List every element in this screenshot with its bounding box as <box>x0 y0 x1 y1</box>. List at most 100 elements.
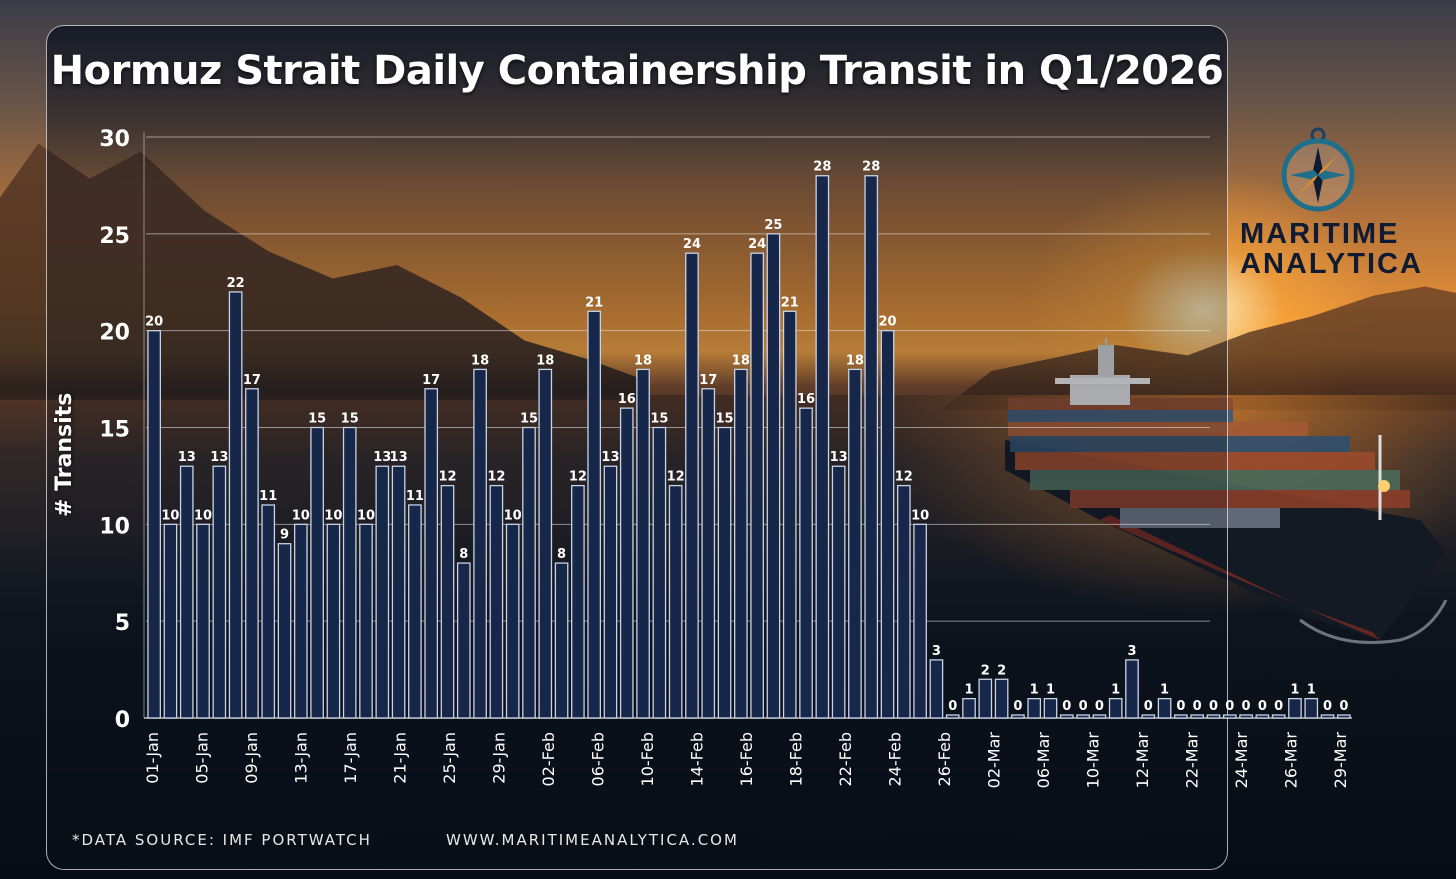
data-label: 12 <box>667 470 685 485</box>
bar <box>1174 714 1188 719</box>
brand-logo: MARITIME ANALYTICA <box>1240 125 1423 280</box>
bar <box>734 368 748 719</box>
data-label: 13 <box>601 450 619 465</box>
data-label: 0 <box>1193 699 1202 714</box>
bar <box>1190 714 1205 719</box>
data-label: 10 <box>194 508 212 523</box>
bar <box>326 523 341 719</box>
bar <box>277 543 292 719</box>
bar <box>619 407 634 719</box>
compass-icon <box>1281 127 1355 212</box>
bar <box>864 175 879 719</box>
x-tick-label: 22-Mar <box>1183 732 1202 789</box>
bar <box>310 426 324 719</box>
y-axis-title: # Transits <box>52 392 77 517</box>
y-tick-label: 25 <box>99 224 130 249</box>
data-label: 3 <box>1127 644 1136 659</box>
bar <box>1288 697 1302 719</box>
data-label: 17 <box>243 373 261 388</box>
data-label: 0 <box>1209 699 1218 714</box>
x-tick-label: 02-Feb <box>539 732 558 786</box>
x-tick-label: 14-Feb <box>688 732 707 786</box>
bar <box>652 426 667 719</box>
bar <box>603 465 618 719</box>
logo-text-line2: ANALYTICA <box>1240 248 1423 280</box>
bar <box>179 465 194 719</box>
data-label: 1 <box>1046 683 1055 698</box>
data-label: 12 <box>487 470 505 485</box>
bar <box>978 678 993 719</box>
data-label: 0 <box>1323 699 1332 714</box>
bar <box>505 523 520 719</box>
data-label: 13 <box>830 450 848 465</box>
bar <box>1092 714 1107 719</box>
bar <box>375 465 390 719</box>
bar <box>473 368 487 719</box>
bar <box>896 484 911 719</box>
bar <box>799 407 813 719</box>
x-tick-label: 06-Mar <box>1034 732 1053 789</box>
data-label: 0 <box>1258 699 1267 714</box>
x-tick-label: 01-Jan <box>143 732 162 784</box>
data-label: 16 <box>797 392 815 407</box>
bar <box>782 310 797 719</box>
data-source-note: *DATA SOURCE: IMF PORTWATCH <box>72 831 372 849</box>
data-label: 9 <box>280 528 289 543</box>
bar <box>587 310 602 719</box>
bar <box>293 523 308 719</box>
bar <box>1206 714 1221 719</box>
data-label: 10 <box>324 508 342 523</box>
x-tick-label: 17-Jan <box>341 732 360 784</box>
data-label: 16 <box>618 392 636 407</box>
bar <box>668 484 683 719</box>
data-label: 0 <box>948 699 957 714</box>
bar <box>440 484 455 719</box>
bar <box>408 504 422 719</box>
data-label: 0 <box>1176 699 1185 714</box>
bar <box>1076 714 1090 719</box>
bar <box>636 368 650 719</box>
bar <box>1141 714 1156 719</box>
bar <box>1157 697 1172 719</box>
data-label: 11 <box>406 489 424 504</box>
data-label: 3 <box>932 644 941 659</box>
data-label: 15 <box>520 412 538 427</box>
x-tick-label: 29-Jan <box>490 732 509 784</box>
x-tick-label: 29-Mar <box>1331 732 1350 789</box>
bar <box>1255 714 1270 719</box>
bar <box>196 523 210 719</box>
y-tick-label: 10 <box>99 514 130 539</box>
bar <box>1239 714 1253 719</box>
data-label: 15 <box>308 412 326 427</box>
bar <box>489 484 504 719</box>
data-label: 22 <box>227 276 245 291</box>
bar <box>1320 714 1335 719</box>
data-label: 0 <box>1225 699 1234 714</box>
data-label: 10 <box>504 508 522 523</box>
bar <box>1222 714 1237 719</box>
website-url[interactable]: WWW.MARITIMEANALYTICA.COM <box>446 831 739 849</box>
x-tick-label: 21-Jan <box>391 732 410 784</box>
y-tick-label: 20 <box>99 321 130 346</box>
x-tick-label: 16-Feb <box>737 732 756 786</box>
data-label: 10 <box>292 508 310 523</box>
x-tick-label: 26-Mar <box>1282 732 1301 789</box>
data-label: 0 <box>1144 699 1153 714</box>
data-label: 13 <box>373 450 391 465</box>
data-label: 18 <box>732 353 750 368</box>
bar <box>554 562 569 719</box>
bar <box>228 291 243 719</box>
bar <box>522 426 536 719</box>
y-tick-label: 30 <box>99 127 130 152</box>
data-label: 1 <box>1307 683 1316 698</box>
data-label: 0 <box>1339 699 1348 714</box>
x-tick-label: 18-Feb <box>787 732 806 786</box>
logo-text-line1: MARITIME <box>1240 218 1400 250</box>
data-label: 0 <box>1274 699 1283 714</box>
data-label: 1 <box>1111 683 1120 698</box>
bar <box>359 523 373 719</box>
data-label: 10 <box>357 508 375 523</box>
bar <box>1011 714 1025 719</box>
bar <box>913 523 927 719</box>
